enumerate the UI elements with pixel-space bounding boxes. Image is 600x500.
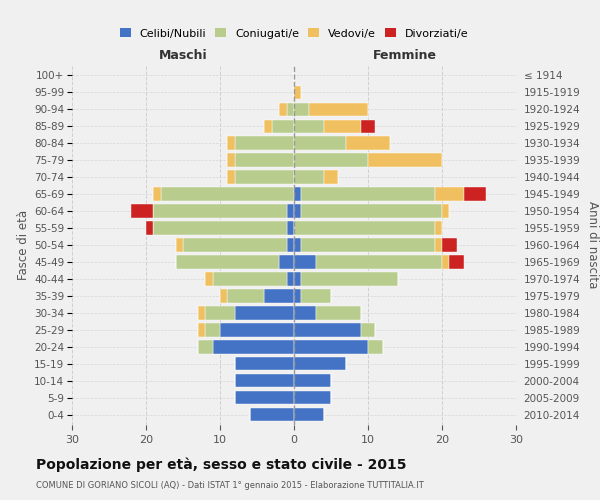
- Bar: [287, 204, 294, 218]
- Bar: [294, 154, 368, 166]
- Text: COMUNE DI GORIANO SICOLI (AQ) - Dati ISTAT 1° gennaio 2015 - Elaborazione TUTTIT: COMUNE DI GORIANO SICOLI (AQ) - Dati IST…: [36, 481, 424, 490]
- Bar: [442, 238, 457, 252]
- Bar: [294, 86, 301, 99]
- Bar: [301, 238, 434, 252]
- Bar: [250, 408, 294, 422]
- Text: Femmine: Femmine: [373, 48, 437, 62]
- Bar: [183, 238, 287, 252]
- Bar: [301, 188, 434, 200]
- Bar: [287, 272, 294, 285]
- Bar: [176, 256, 279, 268]
- Bar: [294, 188, 301, 200]
- Bar: [279, 256, 294, 268]
- Bar: [198, 306, 205, 320]
- Bar: [294, 374, 331, 388]
- Bar: [212, 340, 294, 353]
- Bar: [309, 102, 368, 116]
- Bar: [434, 222, 442, 234]
- Bar: [294, 120, 323, 133]
- Text: Maschi: Maschi: [158, 48, 208, 62]
- Bar: [464, 188, 487, 200]
- Bar: [146, 222, 154, 234]
- Bar: [294, 391, 331, 404]
- Bar: [301, 290, 331, 302]
- Bar: [316, 256, 442, 268]
- Bar: [287, 102, 294, 116]
- Bar: [442, 204, 449, 218]
- Bar: [131, 204, 154, 218]
- Bar: [434, 238, 442, 252]
- Bar: [294, 204, 301, 218]
- Bar: [212, 272, 287, 285]
- Bar: [316, 306, 361, 320]
- Bar: [272, 120, 294, 133]
- Bar: [235, 306, 294, 320]
- Bar: [235, 391, 294, 404]
- Bar: [220, 324, 294, 336]
- Bar: [154, 188, 161, 200]
- Bar: [442, 256, 449, 268]
- Bar: [368, 340, 383, 353]
- Y-axis label: Fasce di età: Fasce di età: [17, 210, 30, 280]
- Bar: [176, 238, 183, 252]
- Bar: [287, 238, 294, 252]
- Bar: [294, 222, 434, 234]
- Bar: [265, 120, 272, 133]
- Bar: [294, 256, 316, 268]
- Bar: [323, 170, 338, 183]
- Bar: [265, 290, 294, 302]
- Bar: [361, 120, 376, 133]
- Bar: [154, 204, 287, 218]
- Bar: [227, 154, 235, 166]
- Text: Popolazione per età, sesso e stato civile - 2015: Popolazione per età, sesso e stato civil…: [36, 458, 407, 472]
- Bar: [235, 154, 294, 166]
- Bar: [294, 102, 309, 116]
- Bar: [294, 238, 301, 252]
- Bar: [205, 306, 235, 320]
- Bar: [294, 290, 301, 302]
- Bar: [205, 272, 212, 285]
- Bar: [235, 136, 294, 149]
- Bar: [361, 324, 376, 336]
- Bar: [227, 170, 235, 183]
- Bar: [235, 357, 294, 370]
- Bar: [198, 340, 212, 353]
- Bar: [294, 340, 368, 353]
- Bar: [346, 136, 390, 149]
- Bar: [449, 256, 464, 268]
- Bar: [294, 357, 346, 370]
- Bar: [227, 290, 265, 302]
- Bar: [287, 222, 294, 234]
- Bar: [227, 136, 235, 149]
- Bar: [279, 102, 287, 116]
- Bar: [294, 170, 323, 183]
- Bar: [301, 204, 442, 218]
- Bar: [434, 188, 464, 200]
- Bar: [301, 272, 398, 285]
- Bar: [294, 136, 346, 149]
- Bar: [294, 324, 361, 336]
- Bar: [294, 272, 301, 285]
- Bar: [220, 290, 227, 302]
- Bar: [368, 154, 442, 166]
- Bar: [294, 408, 323, 422]
- Legend: Celibi/Nubili, Coniugati/e, Vedovi/e, Divorziati/e: Celibi/Nubili, Coniugati/e, Vedovi/e, Di…: [115, 24, 473, 43]
- Bar: [198, 324, 205, 336]
- Bar: [323, 120, 361, 133]
- Bar: [294, 306, 316, 320]
- Y-axis label: Anni di nascita: Anni di nascita: [586, 202, 599, 288]
- Bar: [161, 188, 294, 200]
- Bar: [205, 324, 220, 336]
- Bar: [235, 374, 294, 388]
- Bar: [154, 222, 287, 234]
- Bar: [235, 170, 294, 183]
